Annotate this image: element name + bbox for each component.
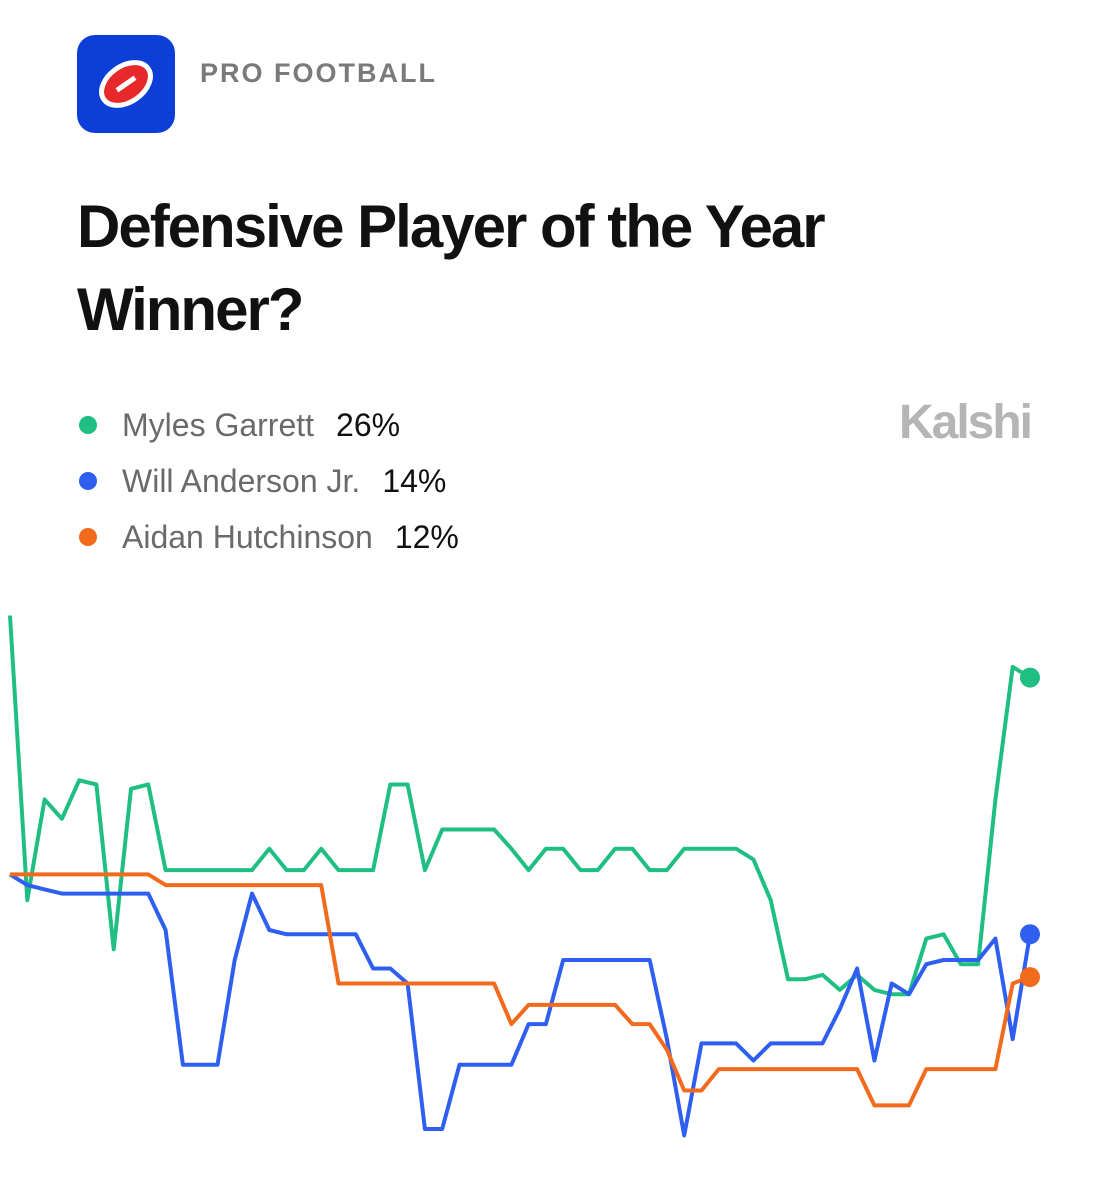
series-line: [8, 615, 1032, 997]
legend-value: 12%: [395, 519, 459, 555]
legend-name: Aidan Hutchinson: [122, 519, 373, 555]
legend-dot: [79, 472, 97, 490]
legend-dot: [79, 416, 97, 434]
legend-dot: [79, 528, 97, 546]
legend-value: 14%: [382, 463, 446, 499]
end-dot: [1020, 924, 1040, 945]
legend-name: Will Anderson Jr.: [122, 463, 360, 499]
legend-item: Myles Garrett 26%: [122, 407, 400, 443]
legend-item: Will Anderson Jr. 14%: [122, 463, 446, 499]
section-label: PRO FOOTBALL: [200, 58, 437, 88]
chart-title: Defensive Player of the Year: [77, 193, 825, 260]
legend-item: Aidan Hutchinson 12%: [122, 519, 459, 555]
chart-title: Winner?: [77, 276, 302, 343]
end-dot: [1020, 667, 1040, 688]
series-line: [10, 872, 1031, 1108]
football-icon: [99, 60, 153, 108]
end-dot: [1020, 967, 1040, 988]
legend-name: Myles Garrett: [122, 407, 314, 443]
series-line: [8, 872, 1032, 1138]
legend-value: 26%: [336, 407, 400, 443]
brand-logo: Kalshi: [899, 396, 1031, 449]
